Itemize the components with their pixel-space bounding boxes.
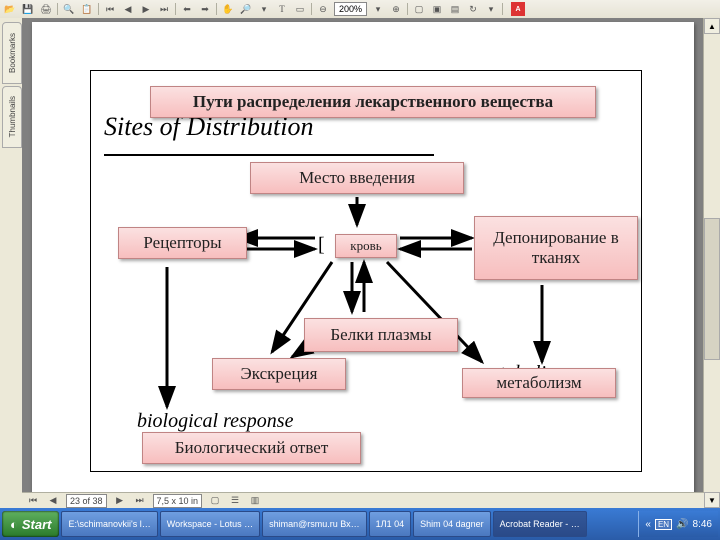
taskbar-item[interactable]: shiman@rsmu.ru Вх… bbox=[262, 511, 367, 537]
bookmarks-tab[interactable]: Bookmarks bbox=[2, 22, 22, 84]
taskbar-item[interactable]: Workspace - Lotus … bbox=[160, 511, 260, 537]
zoom-in-icon[interactable]: ⊕ bbox=[389, 2, 403, 16]
tray-volume-icon[interactable]: 🔊 bbox=[676, 519, 688, 530]
thumbnails-tab[interactable]: Thumbnails bbox=[2, 86, 22, 148]
forward-icon[interactable]: ➡ bbox=[198, 2, 212, 16]
chevron-down-icon[interactable]: ▾ bbox=[371, 2, 385, 16]
last-page-icon[interactable]: ⏭ bbox=[157, 2, 171, 16]
taskbar-item-label: E:\schimanovkii's l… bbox=[68, 519, 150, 529]
node-label: Рецепторы bbox=[143, 233, 221, 253]
taskbar-item[interactable]: 1Л1 04 bbox=[369, 511, 411, 537]
diagram-title: Пути распределения лекарственного вещест… bbox=[193, 92, 553, 112]
node-site-administration: Место введения bbox=[250, 162, 464, 194]
node-tissue-depot: Депонирование в тканях bbox=[474, 216, 638, 280]
taskbar-item[interactable]: Shim 04 dagner bbox=[413, 511, 491, 537]
start-icon: ◐ bbox=[10, 517, 18, 532]
hand-icon[interactable]: ✋ bbox=[221, 2, 235, 16]
taskbar-item-label: Acrobat Reader - … bbox=[500, 519, 580, 529]
node-blood: кровь bbox=[335, 234, 397, 258]
thumbnails-tab-label: Thumbnails bbox=[8, 96, 17, 137]
clipboard-icon[interactable]: 📋 bbox=[80, 2, 94, 16]
fit-page-icon[interactable]: ▣ bbox=[430, 2, 444, 16]
toolbar-separator bbox=[57, 3, 58, 15]
node-metabolism: метаболизм bbox=[462, 368, 616, 398]
node-label: Биологический ответ bbox=[175, 438, 329, 458]
toolbar-separator bbox=[407, 3, 408, 15]
actual-size-icon[interactable]: ▢ bbox=[412, 2, 426, 16]
document-area: Sites of Distribution biological respons… bbox=[22, 18, 704, 508]
find-icon[interactable]: 🔍 bbox=[62, 2, 76, 16]
page-indicator[interactable]: 23 of 38 bbox=[66, 494, 107, 508]
node-excretion: Экскреция bbox=[212, 358, 346, 390]
chevron-down-icon[interactable]: ▾ bbox=[484, 2, 498, 16]
node-label: Место введения bbox=[299, 168, 415, 188]
snapshot-icon[interactable]: ▭ bbox=[293, 2, 307, 16]
page: Sites of Distribution biological respons… bbox=[32, 22, 694, 504]
next-page-icon[interactable]: ▶ bbox=[113, 494, 127, 508]
rotate-icon[interactable]: ↻ bbox=[466, 2, 480, 16]
status-bar: ⏮ ◀ 23 of 38 ▶ ⏭ 7,5 x 10 in ▢ ☰ ▥ bbox=[22, 492, 704, 508]
system-tray[interactable]: « EN 🔊 8:46 bbox=[638, 511, 718, 537]
start-label: Start bbox=[22, 517, 52, 532]
chevron-down-icon[interactable]: ▾ bbox=[257, 2, 271, 16]
node-receptors: Рецепторы bbox=[118, 227, 247, 259]
start-button[interactable]: ◐ Start bbox=[2, 511, 59, 537]
title-underline bbox=[104, 154, 434, 156]
taskbar: ◐ Start E:\schimanovkii's l… Workspace -… bbox=[0, 508, 720, 540]
diagram-title-box: Пути распределения лекарственного вещест… bbox=[150, 86, 596, 118]
taskbar-item[interactable]: Acrobat Reader - … bbox=[493, 511, 587, 537]
tray-clock[interactable]: 8:46 bbox=[693, 519, 712, 530]
bookmarks-tab-label: Bookmarks bbox=[8, 33, 17, 73]
node-biological-response: Биологический ответ bbox=[142, 432, 361, 464]
back-icon[interactable]: ⬅ bbox=[180, 2, 194, 16]
toolbar-separator bbox=[175, 3, 176, 15]
facing-icon[interactable]: ▥ bbox=[248, 494, 262, 508]
node-plasma-proteins: Белки плазмы bbox=[304, 318, 458, 352]
underlay-biological-response: biological response bbox=[137, 410, 293, 433]
node-label: Белки плазмы bbox=[330, 325, 431, 345]
toolbar-separator bbox=[311, 3, 312, 15]
scroll-up-icon[interactable]: ▲ bbox=[704, 18, 720, 34]
taskbar-item-label: Shim 04 dagner bbox=[420, 519, 484, 529]
zoom-out-icon[interactable]: ⊖ bbox=[316, 2, 330, 16]
side-panel: Bookmarks Thumbnails bbox=[0, 18, 23, 508]
node-label: метаболизм bbox=[496, 373, 581, 393]
node-label: кровь bbox=[350, 238, 381, 254]
save-icon[interactable]: 💾 bbox=[21, 2, 35, 16]
taskbar-item[interactable]: E:\schimanovkii's l… bbox=[61, 511, 157, 537]
first-page-icon[interactable]: ⏮ bbox=[103, 2, 117, 16]
scroll-down-icon[interactable]: ▼ bbox=[704, 492, 720, 508]
app-window: 📂 💾 🖨 🔍 📋 ⏮ ◀ ▶ ⏭ ⬅ ➡ ✋ 🔎 ▾ T ▭ ⊖ 200% ▾… bbox=[0, 0, 720, 540]
taskbar-item-label: Workspace - Lotus … bbox=[167, 519, 253, 529]
vertical-scrollbar[interactable]: ▲ ▼ bbox=[703, 18, 720, 508]
node-label: Экскреция bbox=[241, 364, 318, 384]
adobe-logo-icon[interactable]: A bbox=[511, 2, 525, 16]
zoom-level[interactable]: 200% bbox=[334, 2, 367, 16]
fit-width-icon[interactable]: ▤ bbox=[448, 2, 462, 16]
last-page-icon[interactable]: ⏭ bbox=[133, 494, 147, 508]
taskbar-item-label: 1Л1 04 bbox=[376, 519, 404, 529]
tray-chevron-icon[interactable]: « bbox=[645, 519, 651, 530]
next-page-icon[interactable]: ▶ bbox=[139, 2, 153, 16]
prev-page-icon[interactable]: ◀ bbox=[46, 494, 60, 508]
zoom-icon[interactable]: 🔎 bbox=[239, 2, 253, 16]
paper-size: 7,5 x 10 in bbox=[153, 494, 203, 508]
scroll-thumb[interactable] bbox=[704, 218, 720, 360]
continuous-icon[interactable]: ☰ bbox=[228, 494, 242, 508]
first-page-icon[interactable]: ⏮ bbox=[26, 494, 40, 508]
open-icon[interactable]: 📂 bbox=[3, 2, 17, 16]
toolbar-separator bbox=[98, 3, 99, 15]
single-page-icon[interactable]: ▢ bbox=[208, 494, 222, 508]
toolbar-separator bbox=[502, 3, 503, 15]
tray-lang[interactable]: EN bbox=[655, 519, 672, 530]
taskbar-item-label: shiman@rsmu.ru Вх… bbox=[269, 519, 360, 529]
main-toolbar: 📂 💾 🖨 🔍 📋 ⏮ ◀ ▶ ⏭ ⬅ ➡ ✋ 🔎 ▾ T ▭ ⊖ 200% ▾… bbox=[0, 0, 720, 19]
text-select-icon[interactable]: T bbox=[275, 2, 289, 16]
print-icon[interactable]: 🖨 bbox=[39, 2, 53, 16]
toolbar-separator bbox=[216, 3, 217, 15]
prev-page-icon[interactable]: ◀ bbox=[121, 2, 135, 16]
node-label: Депонирование в тканях bbox=[481, 228, 631, 268]
